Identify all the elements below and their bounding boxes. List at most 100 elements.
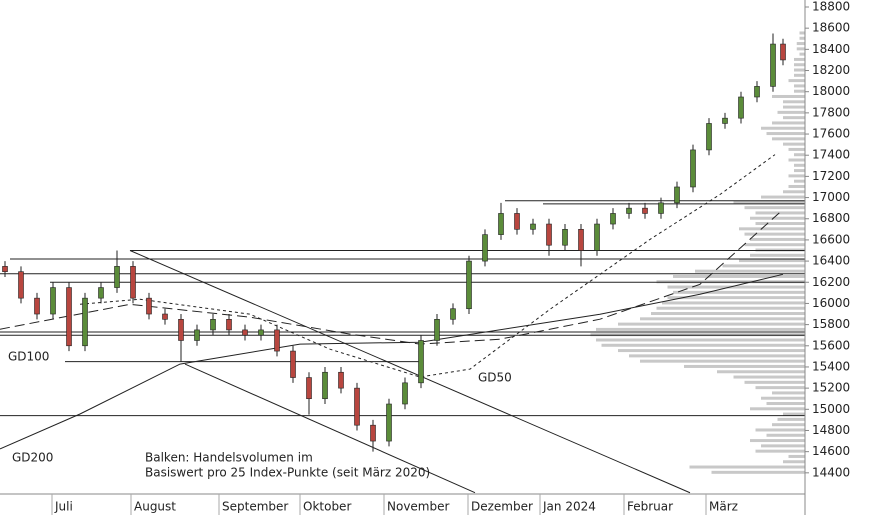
volume-bar <box>766 402 805 406</box>
volume-bar <box>796 42 805 46</box>
volume-bar <box>796 47 805 51</box>
volume-bar <box>761 444 805 448</box>
candle-body <box>114 266 120 288</box>
volume-bar <box>788 147 805 151</box>
y-tick-label: 14600 <box>812 444 850 458</box>
volume-bar <box>783 460 805 464</box>
y-tick-label: 14800 <box>812 423 850 437</box>
candle-body <box>146 297 152 315</box>
volume-bar <box>772 94 805 98</box>
y-tick-label: 17400 <box>812 148 850 162</box>
y-tick-label: 15400 <box>812 359 850 373</box>
candle-body <box>450 308 456 320</box>
candle-body <box>738 96 744 119</box>
volume-bar <box>667 296 805 300</box>
volume-bar <box>794 89 805 93</box>
candle-body <box>514 213 520 230</box>
volume-bar <box>684 364 805 368</box>
x-tick-label: Juli <box>54 500 73 514</box>
candle-body <box>338 371 344 389</box>
volume-bar <box>656 306 805 310</box>
volume-bar <box>750 253 805 257</box>
volume-bar <box>733 200 805 204</box>
volume-bar <box>744 206 805 210</box>
volume-bar <box>783 190 805 194</box>
volume-bar <box>722 264 805 268</box>
candle-body <box>130 266 136 299</box>
volume-bar <box>799 31 805 35</box>
candle-body <box>98 287 104 299</box>
candle-body <box>322 371 328 400</box>
volume-bar <box>744 243 805 247</box>
ma-label: GD100 <box>8 350 49 364</box>
volume-bar <box>755 211 805 215</box>
volume-bar <box>783 116 805 120</box>
candle-body <box>658 202 664 214</box>
volume-bar <box>794 153 805 157</box>
volume-bar <box>788 174 805 178</box>
candle-body <box>610 213 616 225</box>
candle-body <box>210 319 216 331</box>
y-tick-label: 15200 <box>812 381 850 395</box>
candle-body <box>194 329 200 341</box>
candle-body <box>354 387 360 426</box>
x-tick-label: September <box>222 500 288 514</box>
volume-bar <box>794 163 805 167</box>
candle-body <box>258 329 264 336</box>
candle-body <box>780 43 786 61</box>
y-tick-label: 14400 <box>812 465 850 479</box>
y-tick-label: 16800 <box>812 211 850 225</box>
volume-bar <box>783 105 805 109</box>
volume-bar <box>744 232 805 236</box>
y-tick-label: 16600 <box>812 232 850 246</box>
volume-bar <box>772 121 805 125</box>
y-tick-label: 18800 <box>812 0 850 14</box>
volume-bar <box>733 375 805 379</box>
volume-bar <box>750 439 805 443</box>
y-tick-label: 17600 <box>812 127 850 141</box>
volume-bar <box>739 259 805 263</box>
y-tick-label: 18000 <box>812 84 850 98</box>
candle-body <box>674 186 680 204</box>
ma-label: GD50 <box>478 371 512 385</box>
volume-bar <box>673 274 805 278</box>
y-tick-label: 18400 <box>812 42 850 56</box>
volume-bar <box>711 470 805 474</box>
candle-body <box>418 340 424 384</box>
candle-body <box>562 229 568 246</box>
volume-bar <box>744 380 805 384</box>
volume-bar <box>667 285 805 289</box>
volume-bar <box>640 317 805 321</box>
volume-bar <box>794 73 805 77</box>
moving-average <box>0 273 784 450</box>
candle-body <box>386 403 392 442</box>
volume-bar <box>766 433 805 437</box>
volume-bar <box>761 195 805 199</box>
candle-body <box>466 260 472 310</box>
volume-bar <box>673 290 805 294</box>
candle-body <box>770 43 776 87</box>
volume-bar <box>772 137 805 141</box>
volume-bar <box>794 179 805 183</box>
trend-line <box>184 363 476 494</box>
volume-bar <box>755 386 805 390</box>
volume-bar <box>799 52 805 56</box>
volume-bar <box>750 216 805 220</box>
volume-bar <box>788 158 805 162</box>
candle-body <box>530 223 536 230</box>
volume-bar <box>755 428 805 432</box>
volume-bar <box>601 343 805 347</box>
candle-body <box>594 223 600 251</box>
volume-bar <box>772 423 805 427</box>
candle-body <box>274 329 280 352</box>
volume-bar <box>772 391 805 395</box>
volume-bar <box>783 100 805 104</box>
candle-body <box>754 86 760 98</box>
volume-bar <box>695 269 805 273</box>
volume-bar <box>739 227 805 231</box>
x-tick-label: August <box>134 500 176 514</box>
volume-bar <box>766 132 805 136</box>
volume-bar <box>750 407 805 411</box>
annotation: Balken: Handelsvolumen im <box>145 451 313 465</box>
volume-bar <box>788 79 805 83</box>
